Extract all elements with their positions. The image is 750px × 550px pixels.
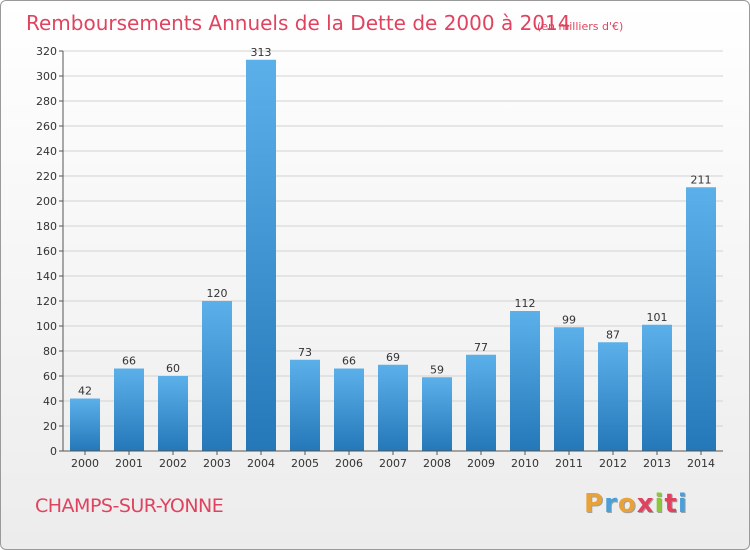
bar-2008 — [422, 377, 452, 451]
bar-value-label: 313 — [251, 46, 272, 59]
x-tick-label: 2001 — [115, 457, 143, 470]
bar-2009 — [466, 354, 496, 451]
x-tick-label: 2007 — [379, 457, 407, 470]
bar-value-label: 120 — [207, 287, 228, 300]
logo-letter: i — [677, 489, 688, 519]
bar-2006 — [334, 368, 364, 451]
bar-value-label: 211 — [691, 173, 712, 186]
chart-unit: (en milliers d'€) — [537, 20, 623, 33]
y-tick-label: 320 — [36, 45, 57, 58]
bar-2013 — [642, 324, 672, 451]
logo-letter: i — [654, 489, 665, 519]
x-tick-label: 2005 — [291, 457, 319, 470]
y-tick-label: 60 — [43, 370, 57, 383]
bar-value-label: 59 — [430, 363, 444, 376]
y-tick-label: 80 — [43, 345, 57, 358]
logo-letter: o — [617, 489, 637, 519]
logo-letter: P — [584, 489, 605, 519]
bar-2002 — [158, 376, 188, 451]
bars: 42 66 60 120 313 73 66 69 59 77 112 99 87 101 211 — [70, 46, 716, 451]
y-tick-label: 280 — [36, 95, 57, 108]
bar-2014 — [686, 187, 716, 451]
proxiti-logo[interactable]: Proxiti — [584, 489, 688, 519]
bar-value-label: 42 — [78, 385, 92, 398]
x-tick-label: 2013 — [643, 457, 671, 470]
y-tick-label: 200 — [36, 195, 57, 208]
bar-value-label: 101 — [647, 311, 668, 324]
x-tick-label: 2014 — [687, 457, 715, 470]
y-tick-label: 260 — [36, 120, 57, 133]
bar-value-label: 66 — [122, 355, 136, 368]
x-tick-label: 2010 — [511, 457, 539, 470]
x-tick-label: 2006 — [335, 457, 363, 470]
bar-value-label: 87 — [606, 328, 620, 341]
bar-value-label: 73 — [298, 346, 312, 359]
x-tick-label: 2011 — [555, 457, 583, 470]
bar-2012 — [598, 342, 628, 451]
y-tick-label: 40 — [43, 395, 57, 408]
y-tick-label: 180 — [36, 220, 57, 233]
bar-2011 — [554, 327, 584, 451]
bar-2003 — [202, 301, 232, 451]
axes: 0 20 40 60 80 100 120 140 160 180 200 220 240 260 280 3… — [36, 45, 723, 470]
bar-value-label: 112 — [515, 297, 536, 310]
bar-2001 — [114, 368, 144, 451]
bar-2005 — [290, 359, 320, 451]
bar-value-label: 66 — [342, 355, 356, 368]
bar-2007 — [378, 364, 408, 451]
y-tick-label: 140 — [36, 270, 57, 283]
y-tick-label: 120 — [36, 295, 57, 308]
x-tick-label: 2004 — [247, 457, 275, 470]
x-tick-label: 2008 — [423, 457, 451, 470]
x-tick-label: 2012 — [599, 457, 627, 470]
bar-value-label: 60 — [166, 362, 180, 375]
x-tick-label: 2002 — [159, 457, 187, 470]
y-tick-label: 100 — [36, 320, 57, 333]
x-tick-label: 2009 — [467, 457, 495, 470]
y-tick-label: 0 — [50, 445, 57, 458]
chart-title: Remboursements Annuels de la Dette de 20… — [26, 11, 570, 35]
bar-2010 — [510, 311, 540, 451]
y-tick-label: 300 — [36, 70, 57, 83]
bar-value-label: 69 — [386, 351, 400, 364]
logo-letter: r — [604, 489, 618, 519]
y-tick-label: 160 — [36, 245, 57, 258]
x-tick-label: 2003 — [203, 457, 231, 470]
bar-2000 — [70, 398, 100, 451]
town-name: CHAMPS-SUR-YONNE — [35, 495, 224, 517]
y-tick-label: 220 — [36, 170, 57, 183]
bar-2004 — [246, 59, 276, 451]
grid-lines — [63, 50, 723, 427]
bar-value-label: 99 — [562, 313, 576, 326]
y-tick-label: 20 — [43, 420, 57, 433]
logo-letter: x — [636, 489, 655, 519]
logo-letter: t — [664, 489, 678, 519]
x-tick-label: 2000 — [71, 457, 99, 470]
y-tick-label: 240 — [36, 145, 57, 158]
bar-value-label: 77 — [474, 341, 488, 354]
